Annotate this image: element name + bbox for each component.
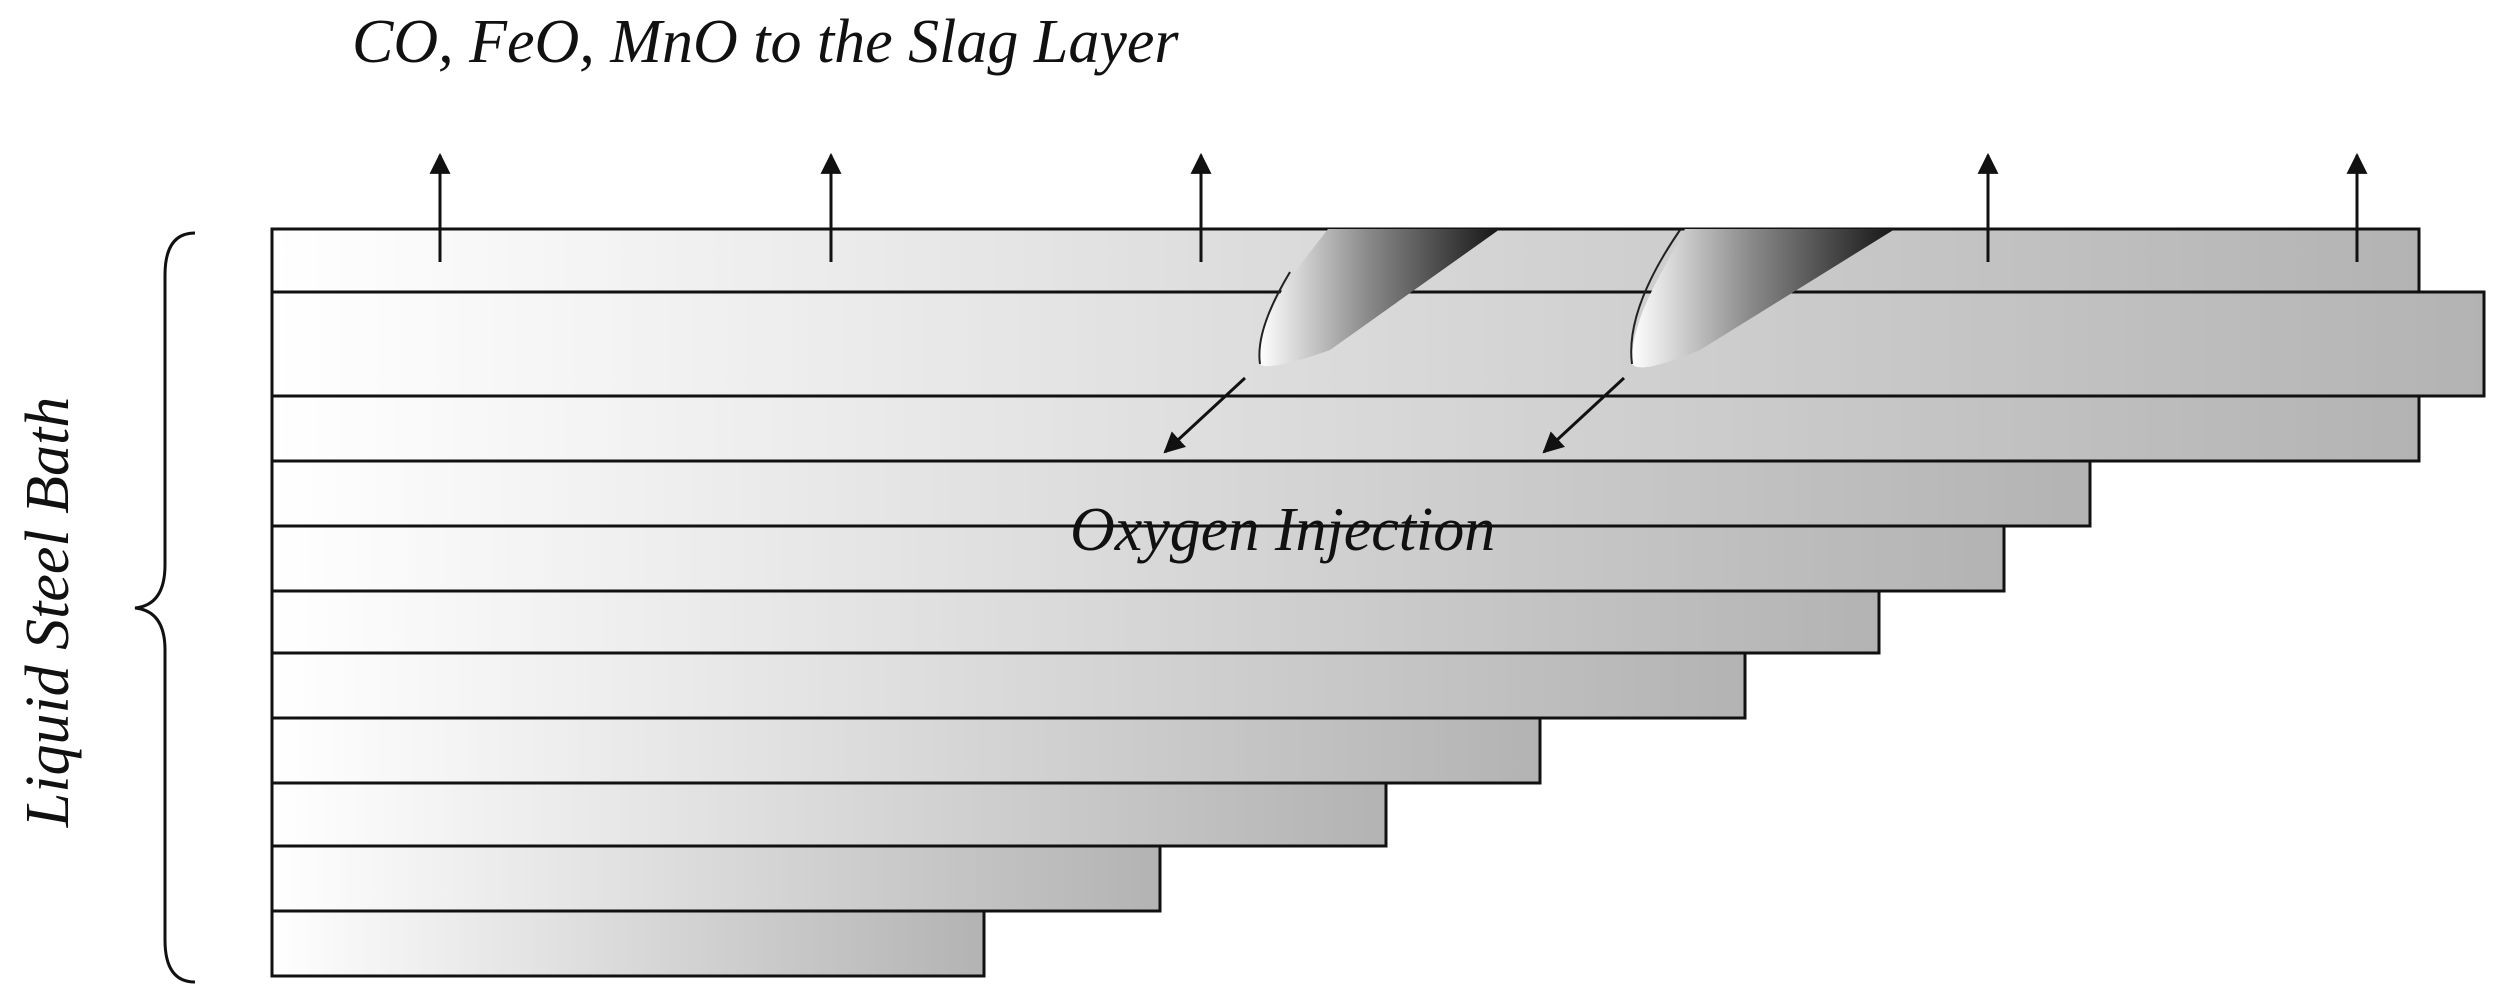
liquid-steel-bath-label: Liquid Steel Bath bbox=[14, 397, 82, 829]
oxygen-lances bbox=[1258, 229, 1895, 368]
bath-layer-6 bbox=[270, 589, 1881, 655]
lance-outline bbox=[1258, 271, 1291, 365]
lance-outline bbox=[1630, 229, 1681, 365]
bath-layer-8 bbox=[270, 716, 1542, 785]
injection-arrows bbox=[1163, 376, 1626, 454]
bath-layer-11 bbox=[270, 909, 986, 978]
bath-layer-3 bbox=[270, 394, 2421, 463]
arrow-down-left-icon bbox=[1542, 376, 1626, 454]
bath-layer-7 bbox=[270, 651, 1747, 720]
up-arrows bbox=[429, 152, 2368, 262]
oxygen-lance-icon bbox=[1259, 229, 1500, 367]
curly-brace-icon bbox=[134, 231, 196, 984]
bath-layers bbox=[270, 227, 2486, 978]
oxygen-injection-label: Oxygen Injection bbox=[1070, 496, 1495, 564]
bath-layer-10 bbox=[270, 844, 1162, 913]
oxygen-lance-icon bbox=[1631, 229, 1895, 368]
bath-layer-5 bbox=[270, 524, 2006, 593]
bath-layer-9 bbox=[270, 781, 1388, 848]
slag-layer-label: CO, FeO, MnO to the Slag Layer bbox=[352, 8, 1179, 76]
arrow-down-left-icon bbox=[1163, 376, 1247, 454]
